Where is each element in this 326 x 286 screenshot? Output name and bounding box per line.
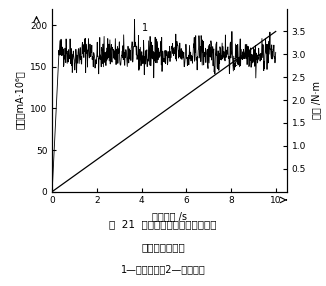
Text: 1—刀盘转矩；2—调速电流: 1—刀盘转矩；2—调速电流	[121, 265, 205, 275]
Text: 1: 1	[141, 23, 148, 33]
Text: 2: 2	[231, 58, 237, 68]
X-axis label: 仿真时间 /s: 仿真时间 /s	[152, 211, 187, 221]
Text: 溢流阀调节信号: 溢流阀调节信号	[141, 242, 185, 252]
Y-axis label: 电流（mA·10⁶）: 电流（mA·10⁶）	[14, 71, 24, 130]
Text: 图  21  刀盘转矩的仿真信号与比例: 图 21 刀盘转矩的仿真信号与比例	[109, 219, 217, 229]
Y-axis label: 转矩 /N·m: 转矩 /N·m	[312, 81, 322, 119]
